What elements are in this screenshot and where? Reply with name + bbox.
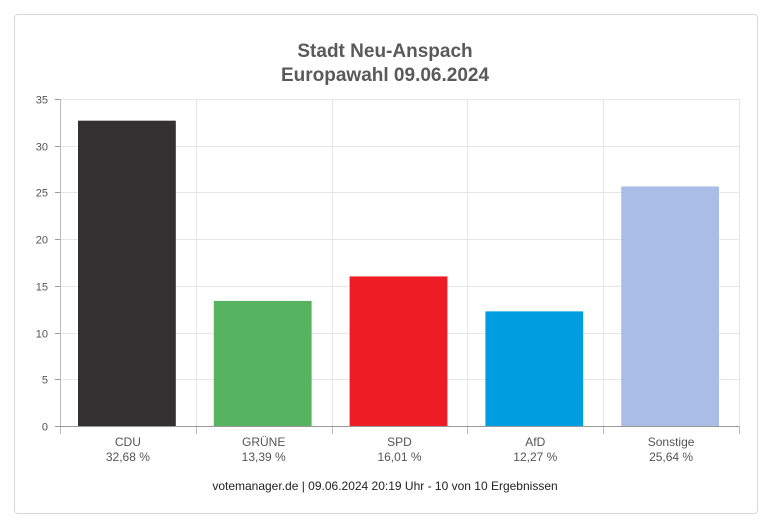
- y-tick-label: 15: [36, 282, 48, 294]
- bar-afd: [485, 311, 584, 426]
- x-category-label: Sonstige: [648, 435, 695, 449]
- bar-spd: [349, 276, 448, 426]
- chart-subtitle: Europawahl 09.06.2024: [280, 65, 490, 86]
- x-value-label: 32,68 %: [106, 450, 150, 464]
- x-value-label: 13,39 %: [242, 450, 286, 464]
- x-value-label: 12,27 %: [513, 450, 557, 464]
- x-category-label: SPD: [387, 435, 412, 449]
- chart-card: [14, 14, 758, 514]
- y-tick-label: 0: [42, 422, 48, 434]
- bar-grüne: [213, 300, 312, 426]
- y-tick-label: 10: [36, 329, 48, 341]
- x-category-label: GRÜNE: [242, 435, 285, 449]
- x-value-label: 16,01 %: [377, 450, 421, 464]
- bar-cdu: [78, 120, 176, 427]
- x-category-label: CDU: [115, 435, 141, 449]
- chart-footer: votemanager.de | 09.06.2024 20:19 Uhr - …: [212, 479, 558, 493]
- bar-sonstige: [621, 186, 719, 426]
- x-category-label: AfD: [525, 435, 545, 449]
- chart-title: Stadt Neu-Anspach: [297, 41, 473, 62]
- y-tick-label: 25: [36, 188, 48, 200]
- y-tick-label: 20: [36, 235, 48, 247]
- x-value-label: 25,64 %: [649, 450, 693, 464]
- y-tick-label: 30: [36, 142, 48, 154]
- y-tick-label: 5: [42, 375, 48, 387]
- y-tick-label: 35: [36, 95, 48, 107]
